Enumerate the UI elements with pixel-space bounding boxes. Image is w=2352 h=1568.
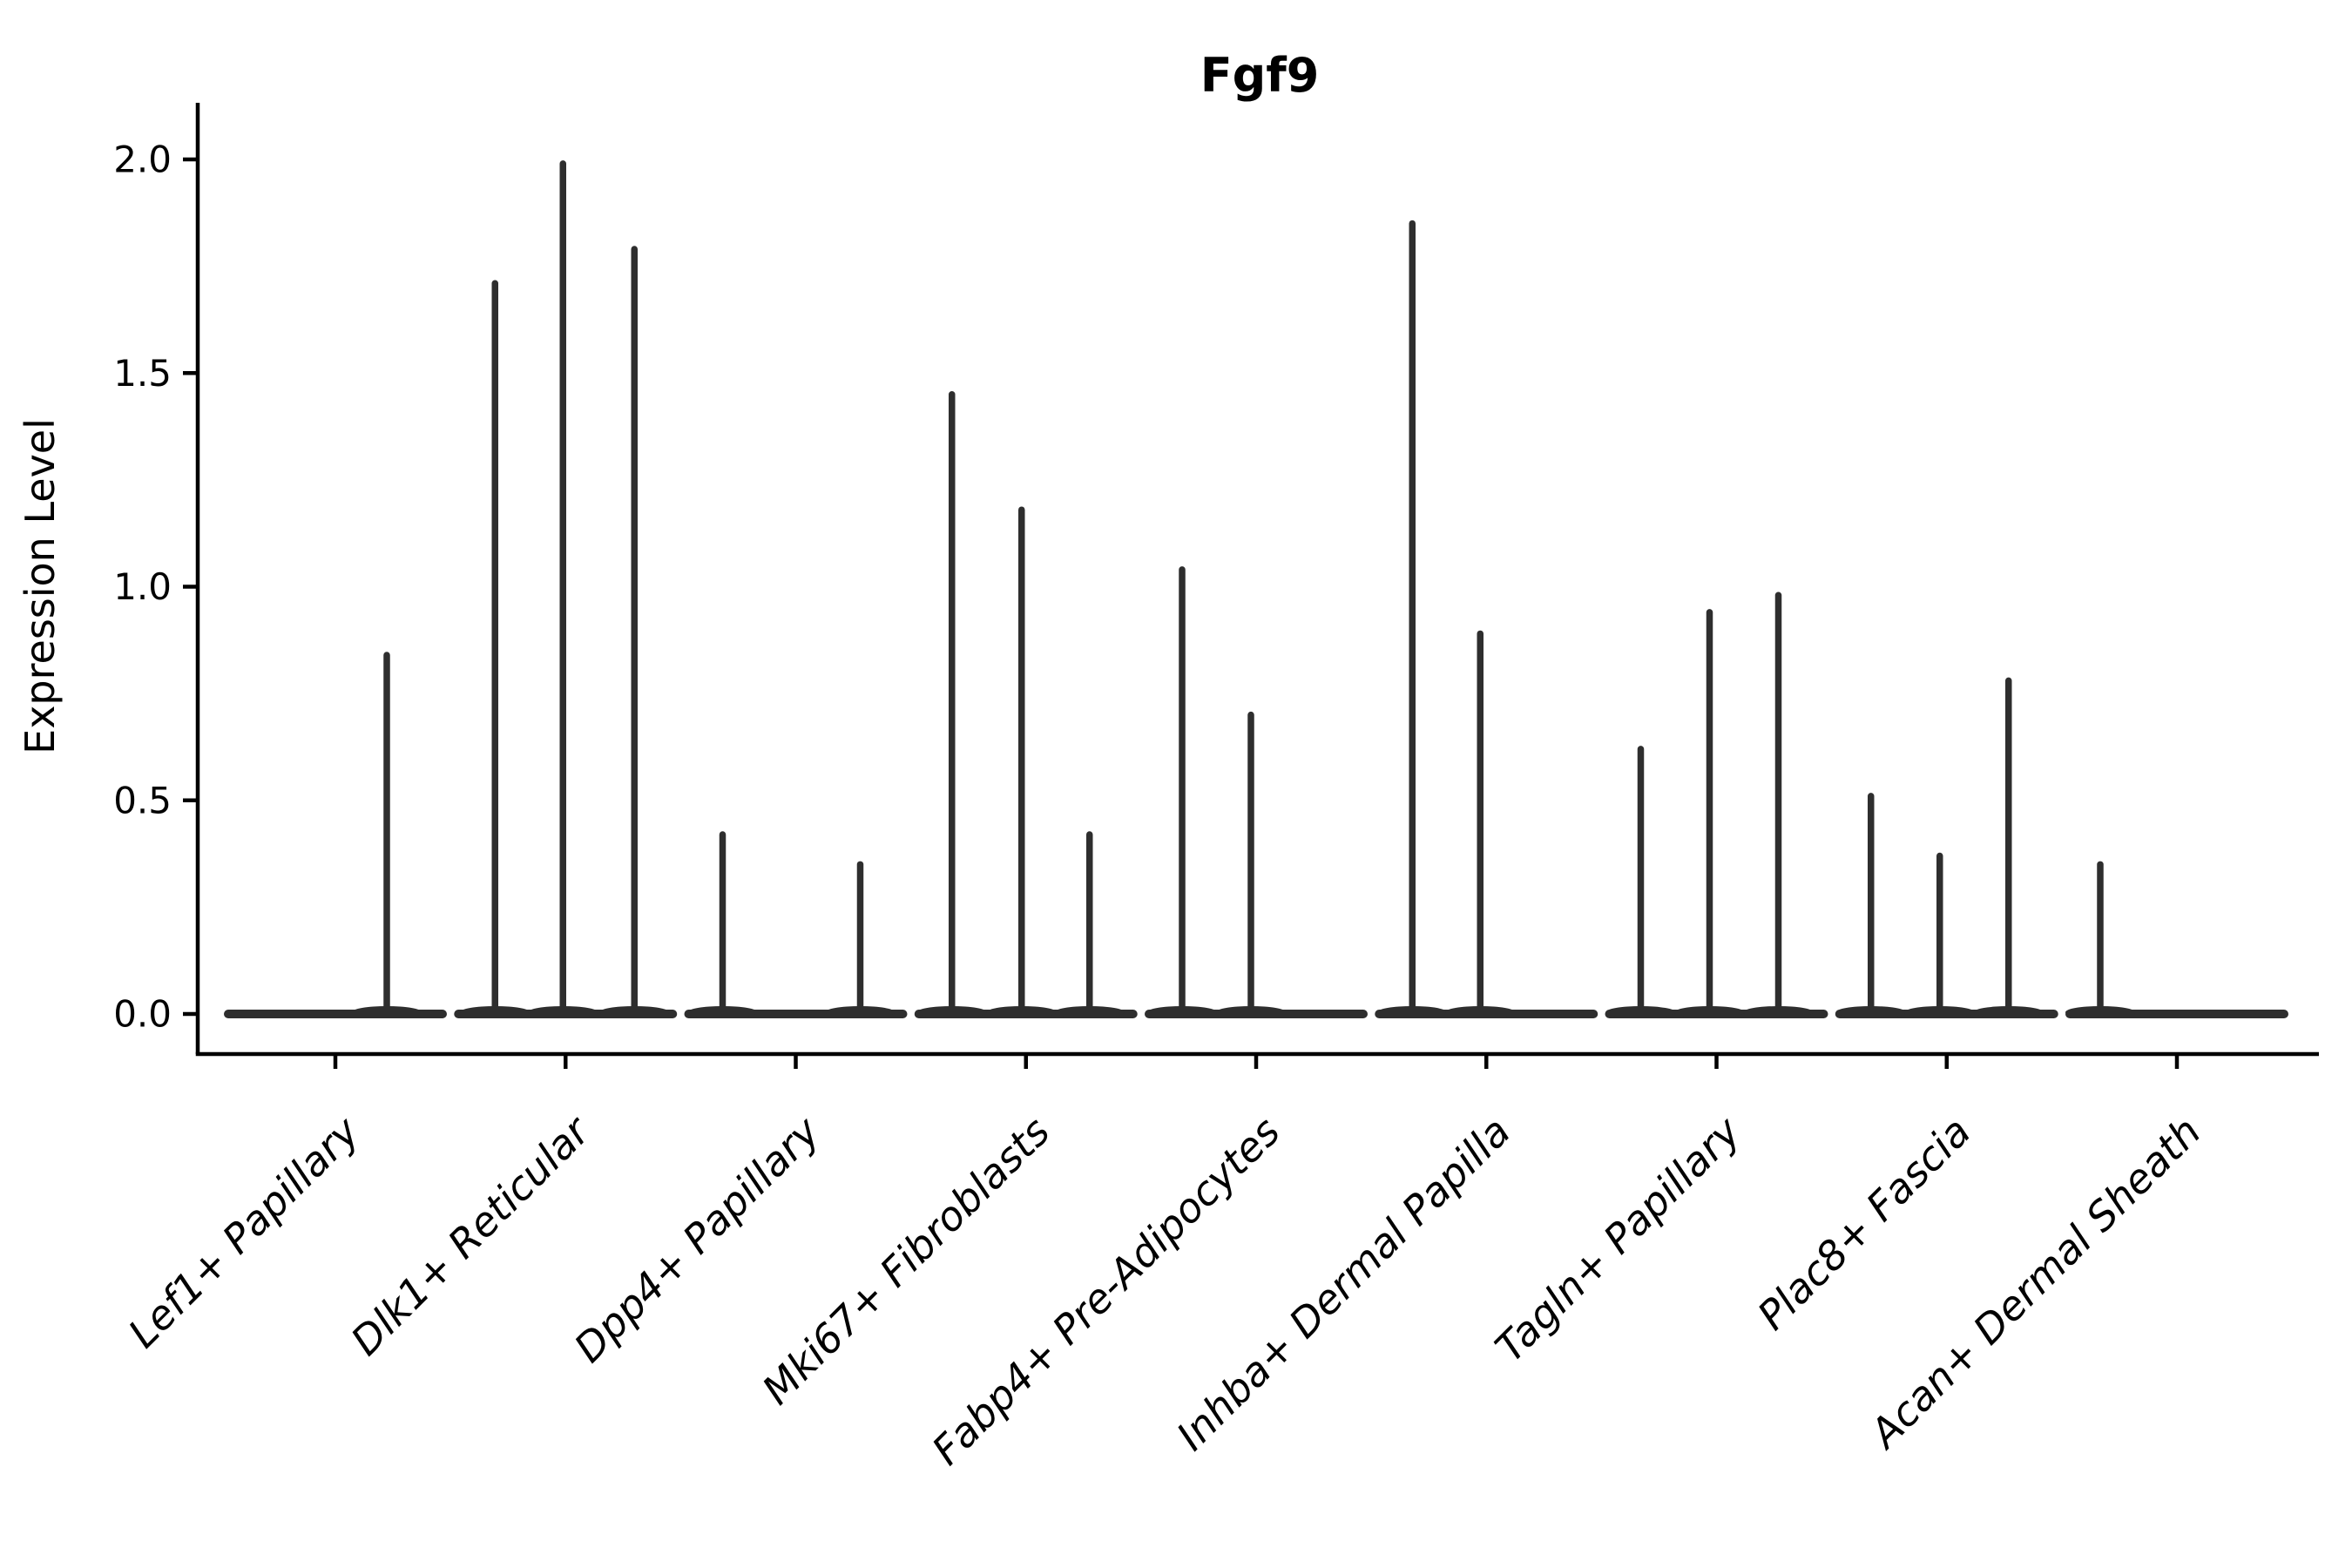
x-tick-label: Lef1+ Papillary: [119, 1107, 368, 1356]
y-tick-label: 0.5: [113, 779, 172, 821]
x-tick-label: Plac8+ Fascia: [1748, 1108, 1979, 1339]
x-tick-label: Dlk1+ Reticular: [341, 1105, 600, 1364]
chart-title: Fgf9: [1200, 48, 1320, 103]
y-tick-label: 0.0: [113, 993, 172, 1036]
x-tick-label: Dpp4+ Papillary: [565, 1107, 829, 1371]
y-tick-label: 1.5: [113, 352, 172, 395]
y-tick-label: 1.0: [113, 565, 172, 608]
x-tick-label: Tagln+ Papillary: [1486, 1107, 1750, 1371]
y-tick-label: 2.0: [113, 139, 172, 181]
y-axis-label: Expression Level: [17, 418, 64, 754]
